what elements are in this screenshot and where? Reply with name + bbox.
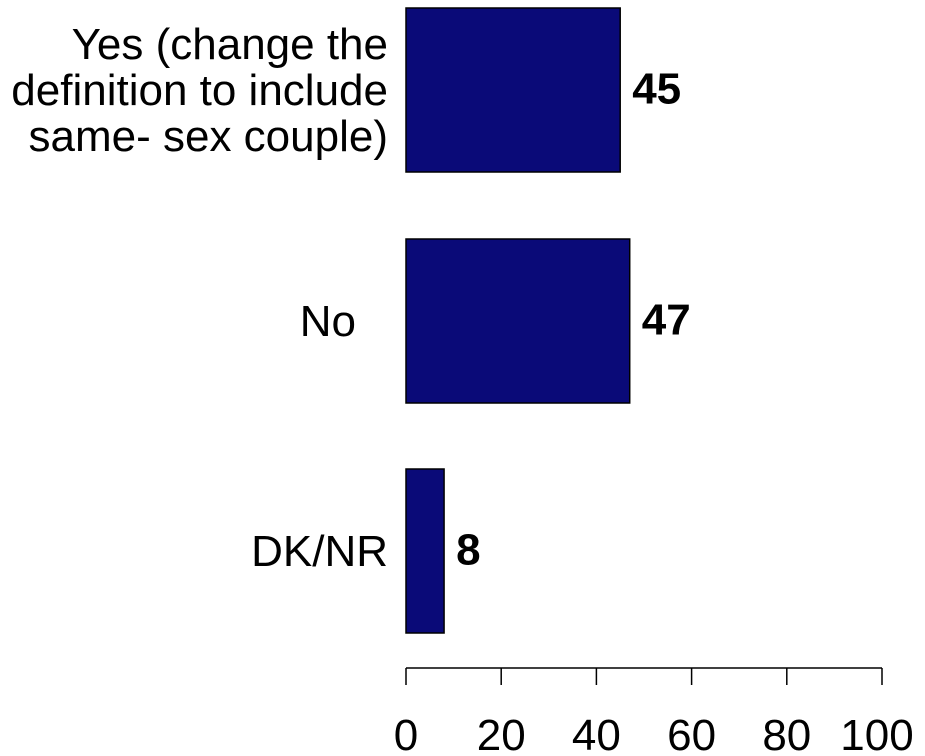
x-tick-label-40: 40 xyxy=(572,711,621,756)
x-tick-label-0: 0 xyxy=(394,711,418,756)
data-label-0: 45 xyxy=(632,65,681,114)
bar-0 xyxy=(405,7,621,173)
x-tick-label-20: 20 xyxy=(477,711,526,756)
category-labels: Yes (change the definition to include same… xyxy=(11,20,388,576)
bar-2 xyxy=(405,468,445,634)
bars-layer xyxy=(405,7,631,634)
bar-1 xyxy=(405,238,631,404)
data-label-1: 47 xyxy=(642,296,691,345)
category-label-1-line-0: No xyxy=(300,297,356,346)
x-tick-label-80: 80 xyxy=(762,711,811,756)
value-labels: 45 47 8 xyxy=(456,65,691,575)
x-tick-label-60: 60 xyxy=(667,711,716,756)
category-label-2-line-0: DK/NR xyxy=(251,527,388,576)
x-tick-label-100: 100 xyxy=(840,711,913,756)
category-label-1: No xyxy=(300,297,356,346)
x-axis: 0 20 40 60 80 100 xyxy=(394,667,914,756)
category-label-0-line-0: Yes (change the xyxy=(72,20,388,69)
category-label-0-line-1: definition to include xyxy=(11,66,388,115)
data-label-2: 8 xyxy=(456,526,480,575)
category-label-0-line-2: same- sex couple) xyxy=(29,112,388,161)
category-label-2: DK/NR xyxy=(251,527,388,576)
category-label-0: Yes (change the definition to include same… xyxy=(11,20,388,161)
